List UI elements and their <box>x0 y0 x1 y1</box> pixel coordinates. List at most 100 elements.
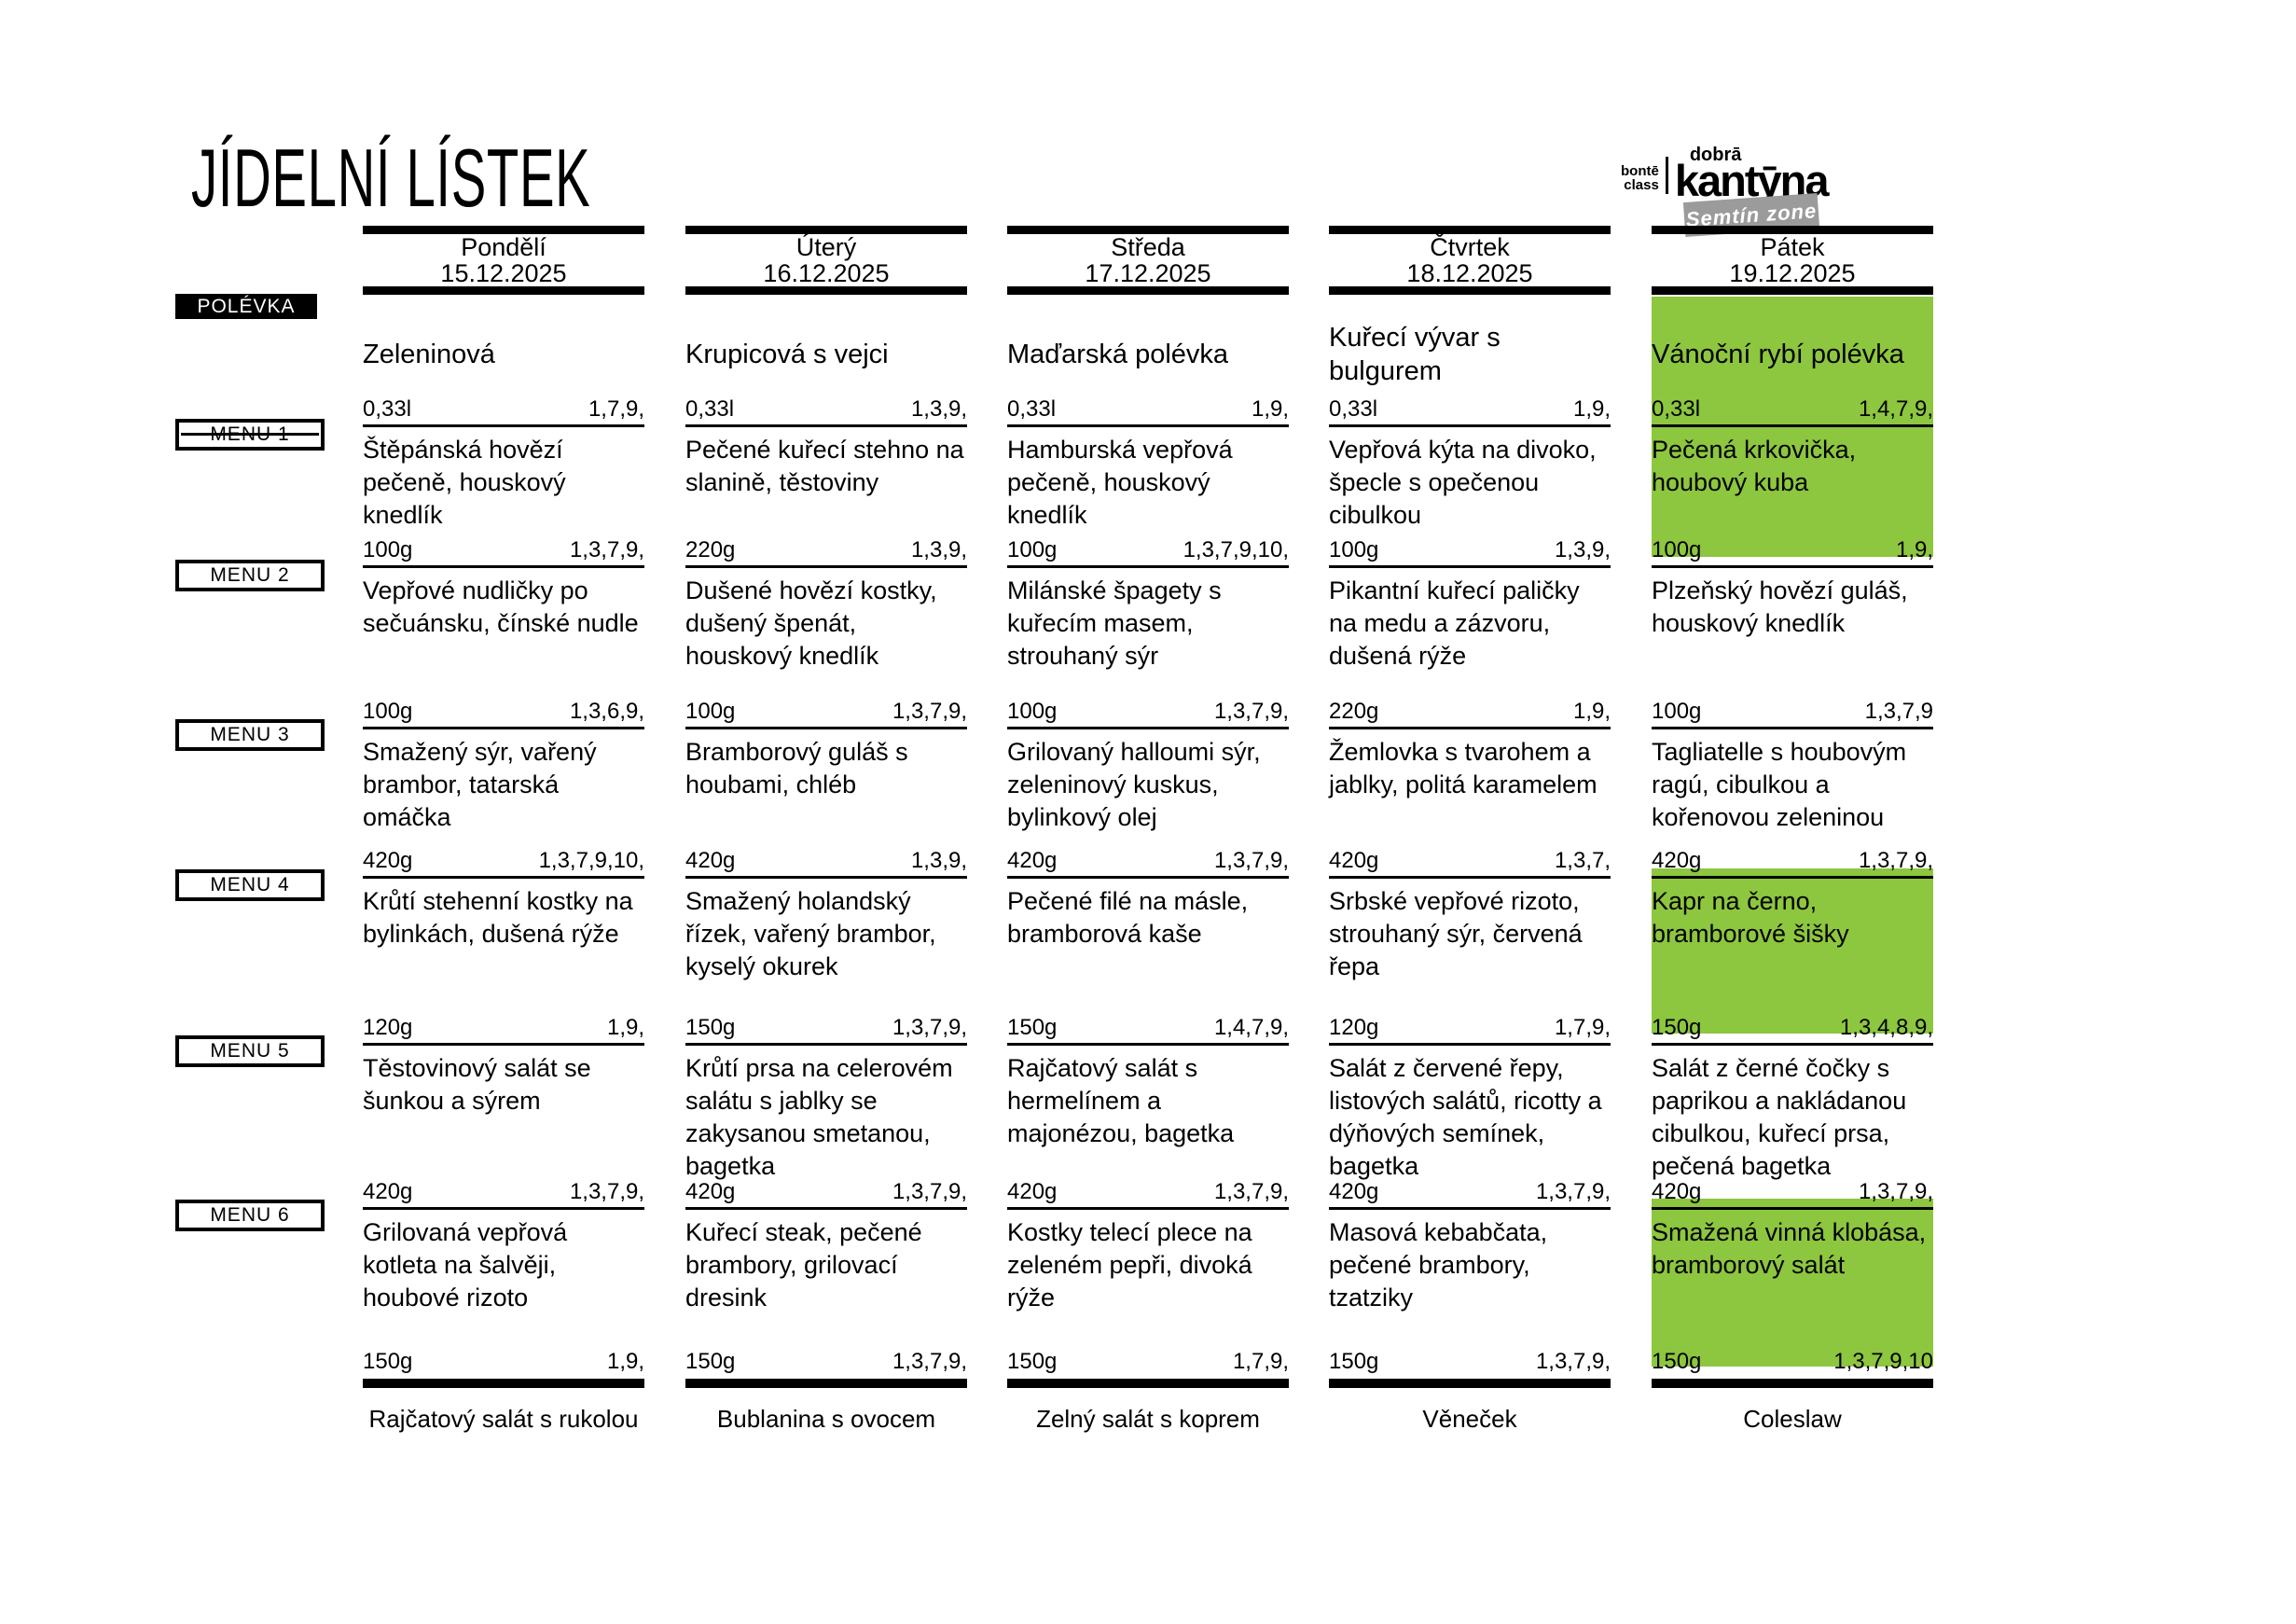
soup-cell: Maďarská polévka <box>1007 308 1289 401</box>
dish-name: Grilovaný halloumi sýr, zeleninový kusku… <box>1007 738 1261 831</box>
menu-cell: 100g 1,3,7,9, Vepřové nudličky po sečuáns… <box>363 539 644 640</box>
portion-weight: 420g <box>363 1179 413 1204</box>
allergen-codes: 1,3,7,9,10, <box>538 848 644 873</box>
portion-weight: 150g <box>685 1015 736 1040</box>
allergen-codes: 1,3,7,9, <box>1213 699 1289 724</box>
dish-name: Grilovaná vepřová kotleta na šalvěji, ho… <box>363 1218 568 1312</box>
row-label-menu-6-text: MENU 6 <box>210 1204 290 1226</box>
portion-weight: 420g <box>363 848 413 873</box>
allergen-codes: 1,3,7,9, <box>892 1179 967 1204</box>
dish-name: Krůtí prsa na celerovém salátu s jablky … <box>685 1054 953 1180</box>
dish-name: Krůtí stehenní kostky na bylinkách, duše… <box>363 887 633 948</box>
portion-weight: 0,33l <box>685 396 735 422</box>
portion-weight: 0,33l <box>1007 396 1057 422</box>
dish-name: Pečená krkovička, houbový kuba <box>1652 436 1857 496</box>
dessert-name: Bublanina s ovocem <box>716 1405 936 1433</box>
row-label-menu-1-text: MENU 1 <box>210 423 290 445</box>
allergen-codes: 1,3,7,9, <box>569 1179 644 1204</box>
allergen-codes: 1,9, <box>1251 396 1289 422</box>
dish-name: Salát z červené řepy, listových salátů, … <box>1329 1054 1602 1180</box>
portion-weight: 150g <box>1652 1349 1702 1374</box>
dessert-cell: 150g 1,3,7,9, Bublanina s ovocem <box>685 1351 967 1434</box>
dish-name: Milánské špagety s kuřecím masem, strouh… <box>1007 576 1222 670</box>
row-label-menu-6: MENU 6 <box>175 1200 325 1231</box>
logo-bonte: bontē <box>1621 163 1659 179</box>
row-label-menu-4-text: MENU 4 <box>210 874 290 895</box>
menu-cell: 420g 1,3,9, Smažený holandský řízek, vaře… <box>685 850 967 983</box>
portion-weight: 220g <box>1329 699 1379 724</box>
allergen-codes: 1,3,6,9, <box>569 699 644 724</box>
soup-cell: Zeleninová <box>363 308 644 401</box>
dish-name: Smažená vinná klobása, bramborový salát <box>1652 1218 1927 1279</box>
allergen-codes: 1,7,9, <box>588 396 644 422</box>
brand-logo: bontē class dobrā kantȳna <box>1621 146 1829 202</box>
allergen-codes: 1,3,9, <box>910 848 967 873</box>
column-footer-rule <box>685 1379 967 1388</box>
row-label-menu-2: MENU 2 <box>175 560 325 591</box>
allergen-codes: 1,3,7,9,10, <box>1183 537 1289 562</box>
dish-name: Smažený holandský řízek, vařený brambor,… <box>685 887 936 980</box>
allergen-codes: 1,9, <box>1572 396 1611 422</box>
column-footer-rule <box>363 1379 644 1388</box>
dish-name: Kuřecí steak, pečené brambory, grilovací… <box>685 1218 922 1312</box>
allergen-codes: 1,3,7,9, <box>1858 848 1933 873</box>
portion-weight: 100g <box>685 699 736 724</box>
dish-name: Pečené kuřecí stehno na slanině, těstovi… <box>685 436 964 496</box>
portion-weight: 0,33l <box>363 396 412 422</box>
day-date: 17.12.2025 <box>1085 259 1211 287</box>
portion-weight: 420g <box>1007 848 1058 873</box>
portion-weight: 420g <box>1329 848 1379 873</box>
dish-name: Rajčatový salát s hermelínem a majonézou… <box>1007 1054 1235 1147</box>
dish-name: Pečené filé na másle, bramborová kaše <box>1007 887 1249 948</box>
page-title: JÍDELNÍ LÍSTEK <box>191 132 591 224</box>
dish-name: Plzeňský hovězí guláš, houskový knedlík <box>1652 576 1908 637</box>
menu-cell: 100g 1,3,6,9, Smažený sýr, vařený brambor… <box>363 701 644 834</box>
allergen-codes: 1,3,7,9,10 <box>1833 1349 1933 1374</box>
day-header: Středa 17.12.2025 <box>1007 226 1289 295</box>
portion-weight: 220g <box>685 537 736 562</box>
day-date: 15.12.2025 <box>440 259 567 287</box>
portion-weight: 100g <box>1652 699 1702 724</box>
row-label-menu-3: MENU 3 <box>175 719 325 751</box>
row-label-menu-5-text: MENU 5 <box>210 1040 290 1062</box>
row-label-menu-2-text: MENU 2 <box>210 564 290 586</box>
menu-cell: 420g 1,3,7,9,10, Krůtí stehenní kostky na… <box>363 850 644 951</box>
menu-cell: 100g 1,3,7,9, Grilovaný halloumi sýr, zel… <box>1007 701 1289 834</box>
logo-bonte-class: bontē class <box>1621 164 1659 200</box>
soup-name: Maďarská polévka <box>1007 340 1229 369</box>
menu-cell: 420g 1,3,7,9, Kuřecí steak, pečené brambo… <box>685 1181 967 1314</box>
soup-name: Kuřecí vývar s bulgurem <box>1329 323 1501 386</box>
allergen-codes: 1,7,9, <box>1554 1015 1611 1040</box>
dish-name: Kapr na černo, bramborové šišky <box>1652 887 1849 948</box>
portion-weight: 100g <box>1007 537 1058 562</box>
portion-weight: 150g <box>1652 1015 1702 1040</box>
day-name: Čtvrtek <box>1430 233 1510 261</box>
portion-weight: 150g <box>1007 1349 1058 1374</box>
day-header: Pondělí 15.12.2025 <box>363 226 644 295</box>
portion-weight: 100g <box>363 699 413 724</box>
portion-weight: 100g <box>1652 537 1702 562</box>
dish-name: Kostky telecí plece na zeleném pepři, di… <box>1007 1218 1252 1312</box>
allergen-codes: 1,9, <box>606 1349 644 1374</box>
portion-weight: 100g <box>1007 699 1058 724</box>
dessert-name: Coleslaw <box>1743 1405 1842 1433</box>
soup-cell: Kuřecí vývar s bulgurem <box>1329 308 1611 401</box>
allergen-codes: 1,3,7,9, <box>1858 1179 1933 1204</box>
day-name: Úterý <box>795 233 857 261</box>
menu-cell: 0,33l 1,9, Vepřová kýta na divoko, špecle… <box>1329 398 1611 532</box>
menu-cell: 420g 1,3,7,9, Masová kebabčata, pečené br… <box>1329 1181 1611 1314</box>
allergen-codes: 1,3,7,9, <box>1213 848 1289 873</box>
menu-cell: 120g 1,7,9, Salát z červené řepy, listový… <box>1329 1017 1611 1183</box>
menu-cell: 420g 1,3,7,9, Grilovaná vepřová kotleta n… <box>363 1181 644 1314</box>
day-date: 19.12.2025 <box>1729 259 1856 287</box>
column-footer-rule <box>1329 1379 1611 1388</box>
portion-weight: 120g <box>1329 1015 1379 1040</box>
menu-cell: 0,33l 1,4,7,9, Pečená krkovička, houbový … <box>1652 398 1933 499</box>
day-header: Pátek 19.12.2025 <box>1652 226 1933 295</box>
menu-cell: 100g 1,3,7,9,10, Milánské špagety s kuřec… <box>1007 539 1289 673</box>
allergen-codes: 1,3,7,9, <box>892 1015 967 1040</box>
dessert-name: Věneček <box>1422 1405 1517 1433</box>
allergen-codes: 1,4,7,9, <box>1858 396 1933 422</box>
menu-cell: 420g 1,3,7,9, Kapr na černo, bramborové š… <box>1652 850 1933 951</box>
